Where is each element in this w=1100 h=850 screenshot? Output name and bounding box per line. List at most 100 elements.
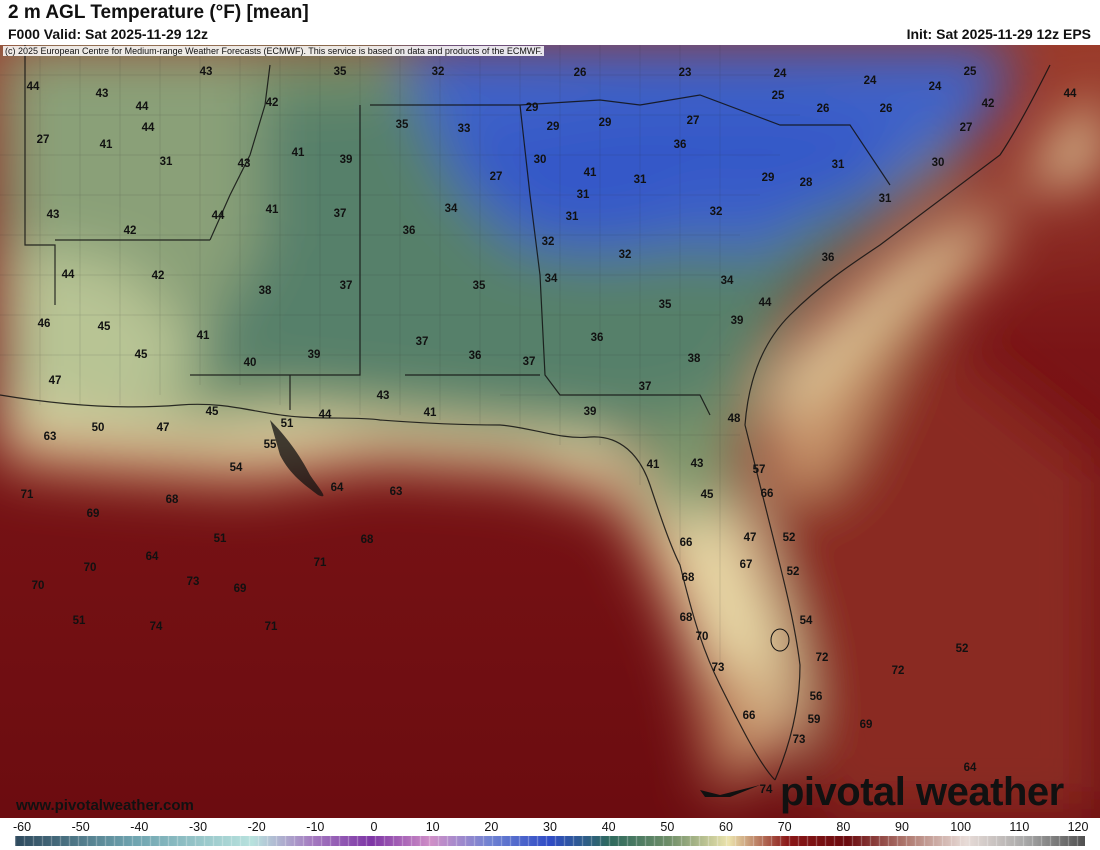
- temperature-label: 23: [678, 67, 692, 79]
- temperature-label: 67: [739, 559, 753, 571]
- color-scale-legend: -60 -50 -40 -30 -20 -10 0 10 20 30 40 50 60 70 80 90 100…: [0, 818, 1100, 850]
- lake-okeechobee: [770, 628, 790, 652]
- temperature-label: 41: [196, 330, 210, 342]
- temperature-label: 35: [658, 299, 672, 311]
- temperature-label: 29: [525, 102, 539, 114]
- temperature-label: 66: [760, 488, 774, 500]
- temperature-label: 27: [489, 171, 503, 183]
- map-header: 2 m AGL Temperature (°F) [mean] F000 Val…: [0, 0, 1100, 45]
- temperature-label: 46: [37, 318, 51, 330]
- temperature-label: 56: [809, 691, 823, 703]
- temperature-label: 64: [330, 482, 344, 494]
- temperature-label: 29: [761, 172, 775, 184]
- temperature-label: 43: [199, 66, 213, 78]
- color-scale-tick-label: 100: [950, 820, 972, 834]
- temperature-label: 29: [546, 121, 560, 133]
- temperature-label: 33: [457, 123, 471, 135]
- color-scale-tick-label: 110: [1009, 820, 1030, 834]
- temperature-label: 70: [83, 562, 97, 574]
- temperature-label: 35: [333, 66, 347, 78]
- temperature-label: 59: [807, 714, 821, 726]
- color-scale-tick-label: -10: [306, 820, 325, 834]
- temperature-label: 43: [376, 390, 390, 402]
- temperature-label: 32: [618, 249, 632, 261]
- temperature-label: 51: [213, 533, 227, 545]
- temperature-label: 45: [97, 321, 111, 333]
- color-scale-tick-label: -40: [130, 820, 149, 834]
- temperature-label: 31: [576, 189, 590, 201]
- temperature-label: 41: [265, 204, 279, 216]
- temperature-label: 70: [695, 631, 709, 643]
- temperature-label: 73: [792, 734, 806, 746]
- color-scale-tick-label: -50: [71, 820, 90, 834]
- temperature-label: 34: [720, 275, 734, 287]
- temperature-label: 27: [686, 115, 700, 127]
- temperature-label: 44: [61, 269, 75, 281]
- coast-details: [270, 420, 760, 797]
- temperature-label: 26: [816, 103, 830, 115]
- temperature-label: 43: [690, 458, 704, 470]
- color-scale-tick-label: 10: [425, 820, 440, 834]
- temperature-label: 44: [26, 81, 40, 93]
- temperature-label: 41: [423, 407, 437, 419]
- temperature-label: 31: [878, 193, 892, 205]
- temperature-label: 47: [48, 375, 62, 387]
- color-scale-tick-label: 30: [543, 820, 557, 834]
- map-title: 2 m AGL Temperature (°F) [mean]: [8, 2, 309, 23]
- site-watermark: www.pivotalweather.com: [16, 797, 194, 814]
- temperature-label: 44: [318, 409, 332, 421]
- temperature-label: 24: [773, 68, 787, 80]
- temperature-label: 32: [431, 66, 445, 78]
- temperature-label: 44: [141, 122, 155, 134]
- temperature-map: (c) 2025 European Centre for Medium-rang…: [0, 45, 1100, 818]
- temperature-label: 30: [931, 157, 945, 169]
- temperature-label: 70: [31, 580, 45, 592]
- temperature-label: 31: [633, 174, 647, 186]
- temperature-label: 27: [959, 122, 973, 134]
- temperature-label: 35: [472, 280, 486, 292]
- temperature-label: 36: [821, 252, 835, 264]
- color-scale-tick-label: 80: [836, 820, 851, 834]
- temperature-label: 45: [205, 406, 219, 418]
- temperature-label: 57: [752, 464, 766, 476]
- temperature-label: 44: [1063, 88, 1077, 100]
- temperature-label: 45: [700, 489, 714, 501]
- temperature-label: 35: [395, 119, 409, 131]
- temperature-label: 43: [237, 158, 251, 170]
- color-scale-tick-label: 40: [601, 820, 616, 834]
- temperature-label: 47: [743, 532, 757, 544]
- temperature-label: 64: [963, 762, 977, 774]
- temperature-label: 54: [229, 462, 243, 474]
- temperature-label: 71: [264, 621, 278, 633]
- temperature-label: 26: [573, 67, 587, 79]
- temperature-label: 34: [444, 203, 458, 215]
- temperature-label: 66: [679, 537, 693, 549]
- temperature-label: 71: [20, 489, 34, 501]
- temperature-label: 41: [583, 167, 597, 179]
- temperature-label: 73: [711, 662, 725, 674]
- temperature-label: 42: [981, 98, 995, 110]
- temperature-label: 24: [928, 81, 942, 93]
- temperature-label: 39: [730, 315, 744, 327]
- temperature-label: 42: [151, 270, 165, 282]
- temperature-label: 63: [389, 486, 403, 498]
- temperature-label: 72: [815, 652, 829, 664]
- temperature-label: 52: [955, 643, 969, 655]
- temperature-label: 44: [211, 210, 225, 222]
- color-scale-tick-label: -20: [247, 820, 266, 834]
- temperature-label: 31: [159, 156, 173, 168]
- temperature-label: 39: [583, 406, 597, 418]
- temperature-label: 27: [36, 134, 50, 146]
- color-scale-tick-label: 90: [895, 820, 909, 834]
- temperature-label: 52: [782, 532, 796, 544]
- temperature-label: 40: [243, 357, 257, 369]
- temperature-label: 43: [46, 209, 60, 221]
- boundary-lines: [0, 45, 1051, 781]
- temperature-label: 50: [91, 422, 105, 434]
- temperature-label: 74: [149, 621, 163, 633]
- temperature-label: 28: [799, 177, 813, 189]
- temperature-label: 74: [759, 784, 773, 796]
- temperature-label: 72: [891, 665, 905, 677]
- color-scale-ticks: -60 -50 -40 -30 -20 -10 0 10 20 30 40 50 60 70 80 90 100…: [0, 818, 1100, 836]
- temperature-label: 66: [742, 710, 756, 722]
